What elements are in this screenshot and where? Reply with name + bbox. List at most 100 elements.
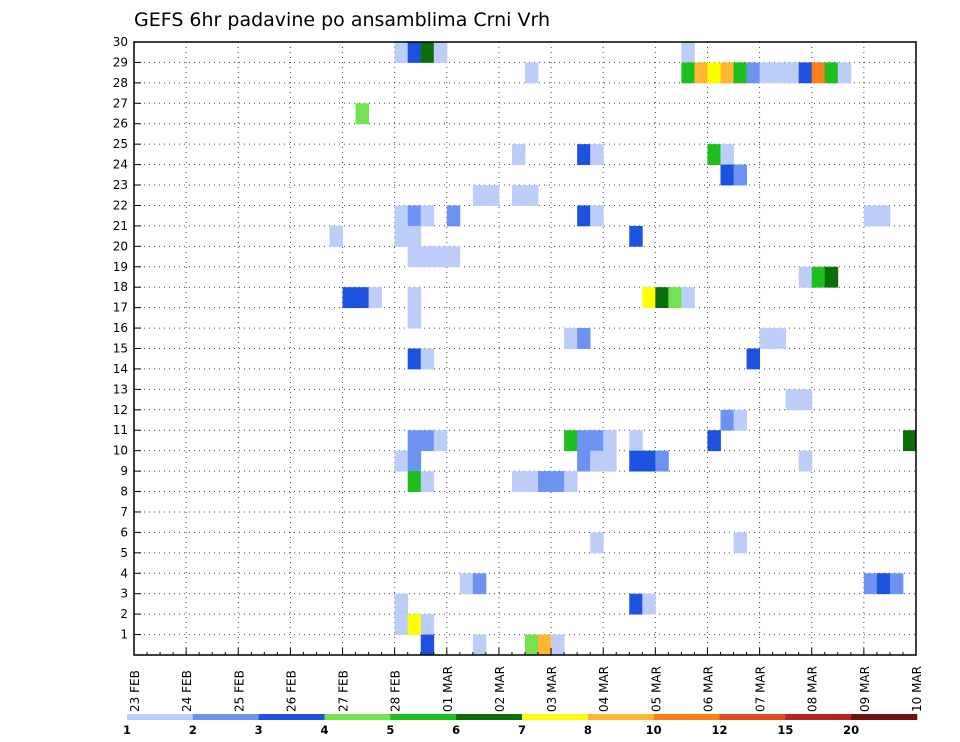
colorbar-swatch bbox=[719, 714, 786, 720]
heatmap-cell bbox=[668, 287, 682, 309]
heatmap-cell bbox=[824, 62, 839, 84]
heatmap-cell bbox=[681, 287, 695, 309]
heatmap-cell bbox=[472, 634, 487, 656]
heatmap-cell bbox=[407, 225, 422, 247]
y-tick-label: 24 bbox=[113, 158, 128, 172]
heatmap-cell bbox=[420, 471, 435, 492]
y-tick-label: 3 bbox=[120, 587, 128, 601]
colorbar-label: 5 bbox=[386, 723, 394, 737]
heatmap-cell bbox=[772, 328, 787, 349]
colorbar-label: 7 bbox=[518, 723, 526, 737]
y-tick-label: 15 bbox=[113, 342, 128, 356]
heatmap-cell bbox=[407, 205, 422, 227]
heatmap-cell bbox=[420, 614, 435, 635]
heatmap-cell bbox=[407, 348, 422, 370]
heatmap-cell bbox=[368, 287, 383, 309]
heatmap-cell bbox=[759, 62, 774, 84]
heatmap-cell bbox=[629, 593, 643, 615]
grid-lines bbox=[134, 42, 916, 655]
x-tick-label: 09 MAR bbox=[858, 666, 872, 712]
heatmap-cell bbox=[720, 62, 734, 84]
heatmap-cell bbox=[355, 287, 369, 309]
heatmap-cell bbox=[577, 450, 591, 472]
heatmap-cell bbox=[811, 266, 826, 288]
heatmap-cell bbox=[394, 450, 409, 472]
colorbar-swatch bbox=[851, 714, 918, 720]
colorbar-label: 1 bbox=[123, 723, 131, 737]
colorbar-label: 8 bbox=[584, 723, 592, 737]
heatmap-cell bbox=[420, 430, 435, 452]
colorbar-swatch bbox=[324, 714, 391, 720]
heatmap-cell bbox=[720, 144, 734, 165]
heatmap-cell bbox=[863, 205, 878, 227]
heatmap-cell bbox=[733, 409, 747, 431]
heatmap-cell bbox=[538, 634, 552, 656]
colorbar-swatch bbox=[390, 714, 457, 720]
y-tick-label: 21 bbox=[113, 219, 128, 233]
heatmap-cell bbox=[564, 471, 578, 492]
colorbar-label: 4 bbox=[320, 723, 328, 737]
heatmap-cell bbox=[420, 246, 435, 268]
heatmap-cell bbox=[590, 205, 604, 227]
x-tick-label: 08 MAR bbox=[806, 666, 820, 712]
heatmap-cell bbox=[446, 205, 461, 227]
heatmap-cell bbox=[551, 634, 565, 656]
heatmap-cell bbox=[472, 573, 487, 595]
heatmap-cell bbox=[577, 205, 591, 227]
colorbar-swatch bbox=[522, 714, 589, 720]
heatmap-cell bbox=[876, 205, 891, 227]
x-tick-label: 03 MAR bbox=[545, 666, 559, 712]
heatmap-cell bbox=[720, 164, 734, 186]
heatmap-cell bbox=[590, 430, 604, 452]
heatmap-cell bbox=[577, 144, 591, 165]
y-tick-label: 25 bbox=[113, 137, 128, 151]
heatmap-cell bbox=[876, 573, 891, 595]
heatmap-cell bbox=[733, 532, 747, 554]
heatmap-cell bbox=[525, 634, 539, 656]
heatmap-cell bbox=[863, 573, 878, 595]
y-tick-label: 28 bbox=[113, 76, 128, 90]
colorbar-label: 6 bbox=[452, 723, 460, 737]
colorbar-label: 10 bbox=[646, 723, 662, 737]
colorbar-swatch bbox=[785, 714, 852, 720]
chart-title: GEFS 6hr padavine po ansamblima Crni Vrh bbox=[134, 9, 550, 31]
heatmap-cell bbox=[551, 471, 565, 492]
heatmap-cell bbox=[837, 62, 852, 84]
heatmap-cell bbox=[902, 430, 917, 452]
x-tick-label: 06 MAR bbox=[701, 666, 715, 712]
y-tick-label: 2 bbox=[120, 607, 128, 621]
heatmap-cell bbox=[798, 266, 813, 288]
y-tick-label: 23 bbox=[113, 178, 128, 192]
y-tick-label: 30 bbox=[113, 35, 128, 49]
y-tick-label: 26 bbox=[113, 117, 128, 131]
y-axis-ticks: 1234567891011121314151617181920212223242… bbox=[113, 35, 141, 642]
heatmap-cell bbox=[511, 144, 526, 165]
heatmap-cell bbox=[642, 287, 656, 309]
y-tick-label: 11 bbox=[113, 423, 128, 437]
heatmap-cell bbox=[759, 328, 774, 349]
heatmap-cell bbox=[564, 430, 578, 452]
heatmap-cell bbox=[564, 328, 578, 349]
colorbar-swatch bbox=[653, 714, 720, 720]
heatmap-cell bbox=[407, 471, 422, 492]
y-tick-label: 20 bbox=[113, 239, 128, 253]
y-tick-label: 8 bbox=[120, 485, 128, 499]
heatmap-cell bbox=[407, 246, 422, 268]
heatmap-cell bbox=[407, 42, 422, 63]
heatmap-cell bbox=[785, 389, 800, 411]
heatmap-cell bbox=[394, 614, 409, 635]
colorbar-label: 20 bbox=[843, 723, 859, 737]
heatmap-cell bbox=[629, 225, 643, 247]
heatmap-cell bbox=[433, 246, 448, 268]
heatmap-cells bbox=[329, 42, 917, 656]
heatmap-cell bbox=[629, 430, 643, 452]
y-tick-label: 17 bbox=[113, 301, 128, 315]
y-tick-label: 6 bbox=[120, 525, 128, 539]
heatmap-cell bbox=[746, 62, 760, 84]
x-tick-label: 25 FEB bbox=[232, 670, 246, 712]
x-tick-label: 10 MAR bbox=[910, 666, 924, 712]
heatmap-cell bbox=[785, 62, 800, 84]
heatmap-cell bbox=[746, 348, 760, 370]
heatmap-cell bbox=[694, 62, 708, 84]
x-tick-label: 23 FEB bbox=[128, 670, 142, 712]
